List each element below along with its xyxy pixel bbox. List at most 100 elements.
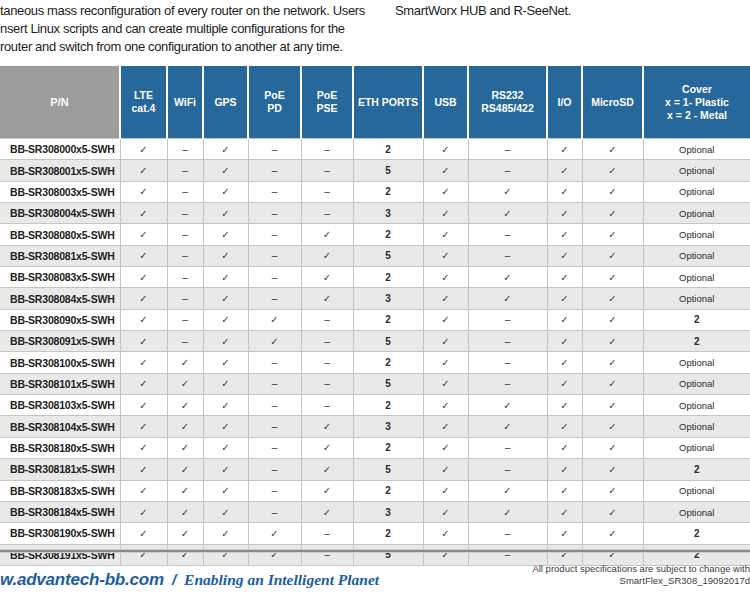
cover-cell: Optional	[643, 352, 750, 373]
table-row: BB-SR308091x5-SWH ✓ – ✓ ✓ – 5 ✓ – ✓ ✓ 2	[0, 331, 750, 352]
feature-cell-poe-pd: ✓	[248, 309, 301, 330]
column-header-cover: Cover x = 1- Plastic x = 2 - Metal	[643, 66, 750, 139]
feature-cell-gps: ✓	[203, 501, 248, 522]
feature-cell-microsd: ✓	[582, 501, 643, 522]
feature-cell-rs232: ✓	[468, 416, 547, 437]
feature-cell-wifi: ✓	[167, 352, 203, 373]
part-number-cell: BB-SR308101x5-SWH	[0, 373, 120, 394]
feature-cell-microsd: ✓	[582, 373, 643, 394]
column-header-usb: USB	[423, 66, 468, 139]
feature-cell-lte: ✓	[120, 288, 167, 309]
feature-cell-poe-pse: –	[301, 181, 353, 202]
feature-cell-gps: ✓	[203, 245, 248, 266]
feature-cell-eth-ports: 2	[353, 309, 423, 330]
feature-cell-wifi: ✓	[167, 416, 203, 437]
feature-cell-microsd: ✓	[582, 352, 643, 373]
feature-cell-wifi: –	[167, 245, 203, 266]
cover-cell: 2	[643, 309, 750, 330]
feature-cell-poe-pd: –	[248, 160, 301, 181]
feature-cell-gps: ✓	[203, 267, 248, 288]
feature-cell-lte: ✓	[120, 437, 167, 458]
column-header-lte: LTE cat.4	[120, 66, 167, 139]
feature-cell-rs232: ✓	[468, 203, 547, 224]
footer-separator: /	[172, 571, 176, 588]
cover-cell: Optional	[643, 480, 750, 501]
feature-cell-eth-ports: 3	[353, 288, 423, 309]
feature-cell-microsd: ✓	[582, 203, 643, 224]
feature-cell-poe-pse: –	[301, 203, 353, 224]
feature-cell-eth-ports: 2	[353, 267, 423, 288]
feature-cell-gps: ✓	[203, 373, 248, 394]
feature-cell-gps: ✓	[203, 395, 248, 416]
feature-cell-gps: ✓	[203, 288, 248, 309]
feature-cell-rs232: ✓	[468, 181, 547, 202]
feature-cell-io: ✓	[547, 501, 582, 522]
table-row: BB-SR308101x5-SWH ✓ ✓ ✓ – – 5 ✓ – ✓ ✓ Op…	[0, 373, 750, 394]
cover-cell: Optional	[643, 181, 750, 202]
feature-cell-poe-pd: –	[248, 437, 301, 458]
feature-cell-poe-pse: –	[301, 352, 353, 373]
feature-cell-io: ✓	[547, 480, 582, 501]
feature-cell-eth-ports: 2	[353, 523, 423, 544]
feature-cell-poe-pse: –	[301, 139, 353, 160]
part-number-cell: BB-SR308083x5-SWH	[0, 267, 120, 288]
feature-cell-lte: ✓	[120, 501, 167, 522]
feature-cell-lte: ✓	[120, 160, 167, 181]
column-header-gps: GPS	[203, 66, 248, 139]
feature-cell-wifi: –	[167, 139, 203, 160]
feature-cell-poe-pse: ✓	[301, 437, 353, 458]
website-link[interactable]: w.advantech-bb.com	[0, 570, 164, 590]
feature-cell-io: ✓	[547, 245, 582, 266]
feature-cell-usb: ✓	[423, 459, 468, 480]
feature-cell-eth-ports: 5	[353, 373, 423, 394]
feature-cell-poe-pse: –	[301, 523, 353, 544]
feature-cell-microsd: ✓	[582, 245, 643, 266]
cover-cell: Optional	[643, 160, 750, 181]
feature-cell-poe-pd: –	[248, 245, 301, 266]
feature-cell-poe-pd: ✓	[248, 331, 301, 352]
table-row: BB-SR308003x5-SWH ✓ – ✓ – – 2 ✓ ✓ ✓ ✓ Op…	[0, 181, 750, 202]
table-row: BB-SR308080x5-SWH ✓ – ✓ – ✓ 2 ✓ – ✓ ✓ Op…	[0, 224, 750, 245]
feature-cell-poe-pd: –	[248, 224, 301, 245]
feature-cell-microsd: ✓	[582, 139, 643, 160]
feature-cell-lte: ✓	[120, 224, 167, 245]
table-row: BB-SR308083x5-SWH ✓ – ✓ – ✓ 2 ✓ ✓ ✓ ✓ Op…	[0, 267, 750, 288]
cover-cell: Optional	[643, 288, 750, 309]
table-row: BB-SR308100x5-SWH ✓ ✓ ✓ – – 2 ✓ – ✓ ✓ Op…	[0, 352, 750, 373]
feature-cell-poe-pse: –	[301, 309, 353, 330]
feature-cell-rs232: ✓	[468, 288, 547, 309]
feature-cell-rs232: –	[468, 139, 547, 160]
feature-cell-wifi: ✓	[167, 480, 203, 501]
part-number-cell: BB-SR308001x5-SWH	[0, 160, 120, 181]
feature-cell-poe-pse: ✓	[301, 267, 353, 288]
feature-cell-lte: ✓	[120, 395, 167, 416]
feature-cell-rs232: –	[468, 224, 547, 245]
table-row: BB-SR308183x5-SWH ✓ ✓ ✓ – ✓ 2 ✓ ✓ ✓ ✓ Op…	[0, 480, 750, 501]
feature-cell-usb: ✓	[423, 203, 468, 224]
feature-cell-rs232: –	[468, 459, 547, 480]
feature-cell-io: ✓	[547, 181, 582, 202]
feature-cell-lte: ✓	[120, 523, 167, 544]
feature-cell-gps: ✓	[203, 544, 248, 565]
feature-cell-gps: ✓	[203, 437, 248, 458]
feature-cell-poe-pd: –	[248, 288, 301, 309]
part-number-cell: BB-SR308080x5-SWH	[0, 224, 120, 245]
feature-cell-poe-pd: –	[248, 459, 301, 480]
feature-cell-lte: ✓	[120, 203, 167, 224]
feature-cell-microsd: ✓	[582, 181, 643, 202]
cover-cell: Optional	[643, 203, 750, 224]
feature-cell-usb: ✓	[423, 395, 468, 416]
feature-cell-io: ✓	[547, 459, 582, 480]
feature-cell-lte: ✓	[120, 139, 167, 160]
column-header-eth-ports: ETH PORTS	[353, 66, 423, 139]
feature-cell-eth-ports: 2	[353, 437, 423, 458]
cover-cell: Optional	[643, 501, 750, 522]
feature-cell-io: ✓	[547, 267, 582, 288]
feature-cell-lte: ✓	[120, 181, 167, 202]
feature-cell-wifi: –	[167, 224, 203, 245]
feature-cell-poe-pd: –	[248, 373, 301, 394]
feature-cell-wifi: –	[167, 267, 203, 288]
feature-cell-lte: ✓	[120, 352, 167, 373]
table-row: BB-SR308084x5-SWH ✓ – ✓ – ✓ 3 ✓ ✓ ✓ ✓ Op…	[0, 288, 750, 309]
feature-cell-poe-pse: ✓	[301, 480, 353, 501]
